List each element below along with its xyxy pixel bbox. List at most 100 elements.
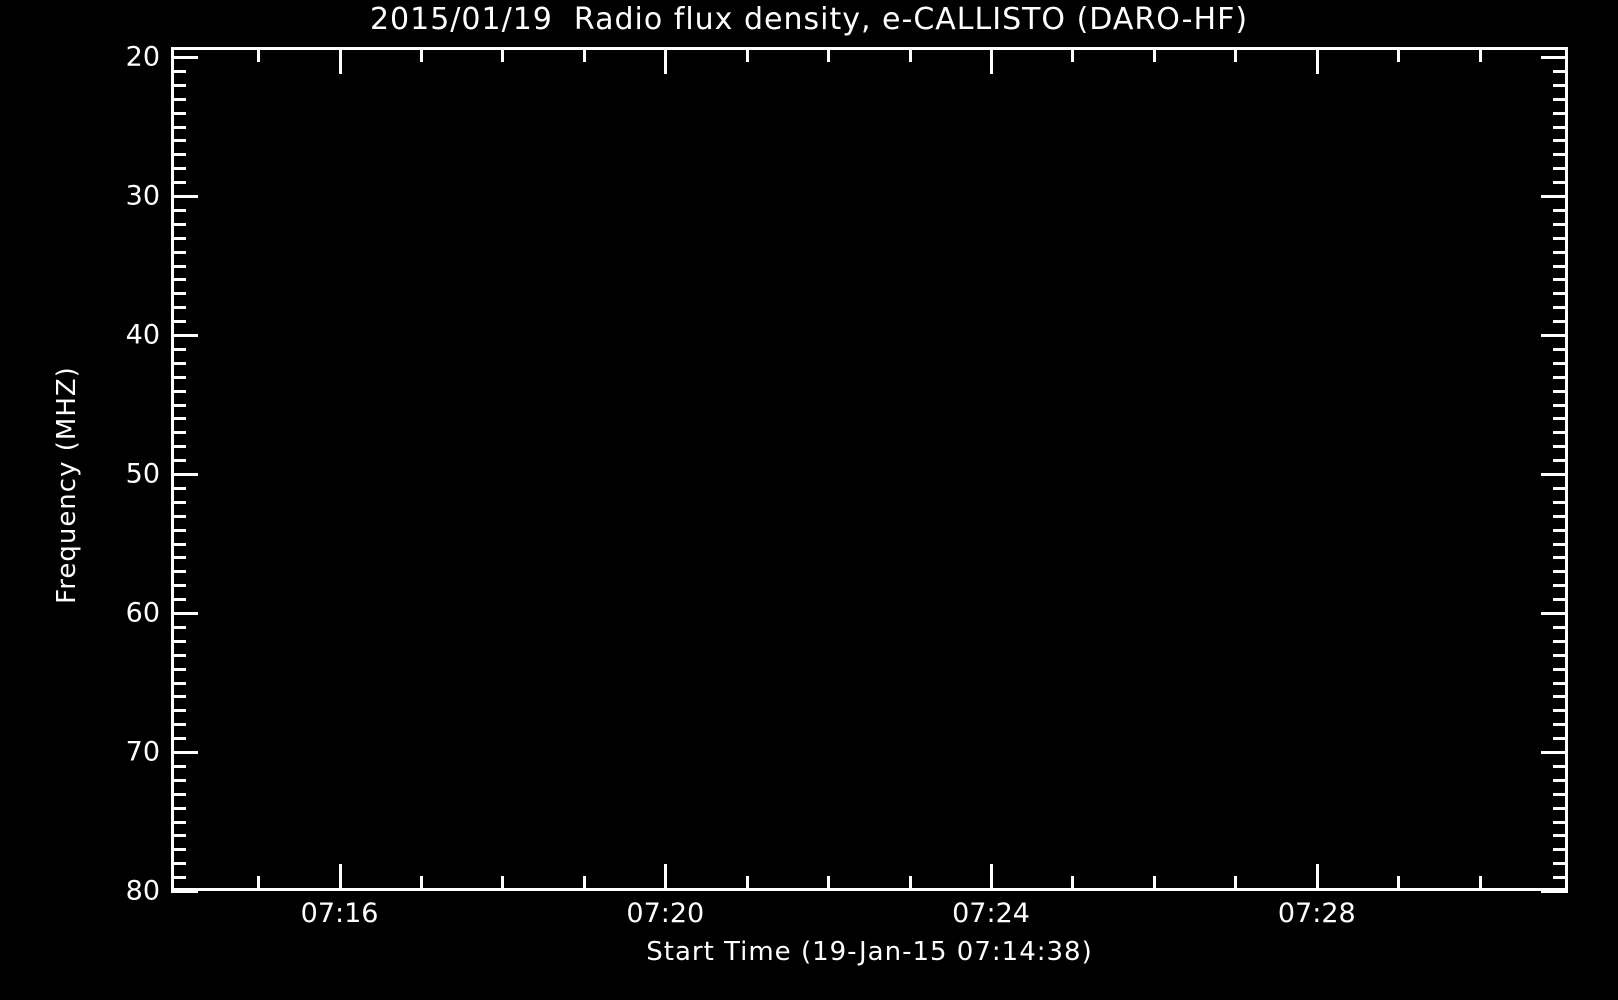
y-tick bbox=[1541, 890, 1568, 893]
x-tick bbox=[583, 47, 586, 62]
y-tick bbox=[1553, 529, 1568, 532]
y-tick bbox=[1553, 320, 1568, 323]
y-tick bbox=[171, 765, 186, 768]
y-tick bbox=[171, 445, 186, 448]
y-tick-label: 20 bbox=[125, 41, 160, 73]
y-tick bbox=[1553, 487, 1568, 490]
y-tick bbox=[171, 751, 198, 754]
y-tick bbox=[171, 223, 186, 226]
y-tick bbox=[1553, 543, 1568, 546]
y-tick bbox=[171, 793, 186, 796]
y-tick-label: 70 bbox=[125, 736, 160, 768]
y-tick bbox=[1553, 459, 1568, 462]
y-tick-label: 30 bbox=[125, 180, 160, 212]
y-tick bbox=[171, 570, 186, 573]
y-tick bbox=[1553, 84, 1568, 87]
y-tick bbox=[171, 543, 186, 546]
x-tick bbox=[746, 47, 749, 62]
x-tick-label: 07:24 bbox=[952, 898, 1030, 929]
y-tick bbox=[1541, 612, 1568, 615]
x-tick bbox=[1479, 47, 1482, 62]
y-tick bbox=[1553, 793, 1568, 796]
x-tick bbox=[420, 47, 423, 62]
y-tick bbox=[171, 404, 186, 407]
x-tick bbox=[1153, 876, 1156, 891]
plot-frame bbox=[171, 47, 1568, 891]
x-tick bbox=[501, 47, 504, 62]
y-tick bbox=[171, 876, 186, 879]
y-tick bbox=[1553, 876, 1568, 879]
y-tick bbox=[1541, 473, 1568, 476]
y-tick-label: 60 bbox=[125, 597, 160, 629]
y-tick bbox=[171, 682, 186, 685]
y-tick bbox=[1553, 556, 1568, 559]
y-tick bbox=[171, 584, 186, 587]
x-tick-label: 07:20 bbox=[626, 898, 705, 929]
x-tick bbox=[501, 876, 504, 891]
y-tick bbox=[171, 362, 186, 365]
x-tick bbox=[1234, 876, 1237, 891]
x-tick bbox=[257, 47, 260, 62]
y-tick bbox=[1553, 265, 1568, 268]
x-tick-labels: 07:16 07:20 07:24 07:28 bbox=[0, 898, 1618, 938]
y-tick bbox=[171, 612, 198, 615]
y-axis-label: Frequency (MHZ) bbox=[52, 366, 82, 604]
y-tick bbox=[1541, 195, 1568, 198]
y-tick bbox=[1553, 306, 1568, 309]
y-tick bbox=[171, 626, 186, 629]
x-tick bbox=[1397, 47, 1400, 62]
x-tick-label: 07:28 bbox=[1277, 898, 1356, 929]
y-tick bbox=[1553, 376, 1568, 379]
y-tick bbox=[1553, 640, 1568, 643]
x-tick bbox=[827, 47, 830, 62]
x-tick bbox=[583, 876, 586, 891]
x-tick bbox=[257, 876, 260, 891]
y-tick bbox=[1553, 417, 1568, 420]
y-tick bbox=[171, 390, 186, 393]
y-tick bbox=[171, 654, 186, 657]
y-tick bbox=[171, 292, 186, 295]
x-tick bbox=[1479, 876, 1482, 891]
x-tick bbox=[746, 876, 749, 891]
y-tick bbox=[171, 98, 186, 101]
y-tick bbox=[171, 84, 186, 87]
y-tick bbox=[1553, 98, 1568, 101]
y-tick bbox=[1553, 153, 1568, 156]
x-tick bbox=[909, 47, 912, 62]
y-tick bbox=[171, 668, 186, 671]
y-tick bbox=[1553, 167, 1568, 170]
x-tick bbox=[1316, 864, 1319, 891]
y-tick bbox=[171, 56, 198, 59]
y-tick bbox=[171, 501, 186, 504]
x-tick bbox=[1071, 47, 1074, 62]
x-tick bbox=[339, 47, 342, 74]
y-tick bbox=[1553, 598, 1568, 601]
y-tick bbox=[1553, 515, 1568, 518]
y-tick bbox=[171, 695, 186, 698]
y-tick bbox=[1553, 570, 1568, 573]
y-tick bbox=[171, 376, 186, 379]
y-tick bbox=[1553, 251, 1568, 254]
y-tick bbox=[171, 112, 186, 115]
y-tick bbox=[171, 515, 186, 518]
y-tick bbox=[171, 153, 186, 156]
y-tick bbox=[1553, 209, 1568, 212]
y-tick bbox=[1541, 56, 1568, 59]
x-tick bbox=[1071, 876, 1074, 891]
y-tick bbox=[1553, 682, 1568, 685]
x-axis-label: Start Time (19-Jan-15 07:14:38) bbox=[646, 937, 1093, 967]
y-tick bbox=[1553, 668, 1568, 671]
y-tick bbox=[171, 237, 186, 240]
x-tick bbox=[1316, 47, 1319, 74]
y-tick bbox=[1553, 709, 1568, 712]
y-tick bbox=[1553, 139, 1568, 142]
y-tick bbox=[171, 821, 186, 824]
y-tick bbox=[171, 807, 186, 810]
y-tick bbox=[171, 862, 186, 865]
y-tick bbox=[1541, 751, 1568, 754]
y-tick-labels: 20 30 40 50 60 70 80 bbox=[100, 0, 160, 1000]
y-tick bbox=[171, 195, 198, 198]
y-tick bbox=[1553, 278, 1568, 281]
y-tick bbox=[1553, 362, 1568, 365]
